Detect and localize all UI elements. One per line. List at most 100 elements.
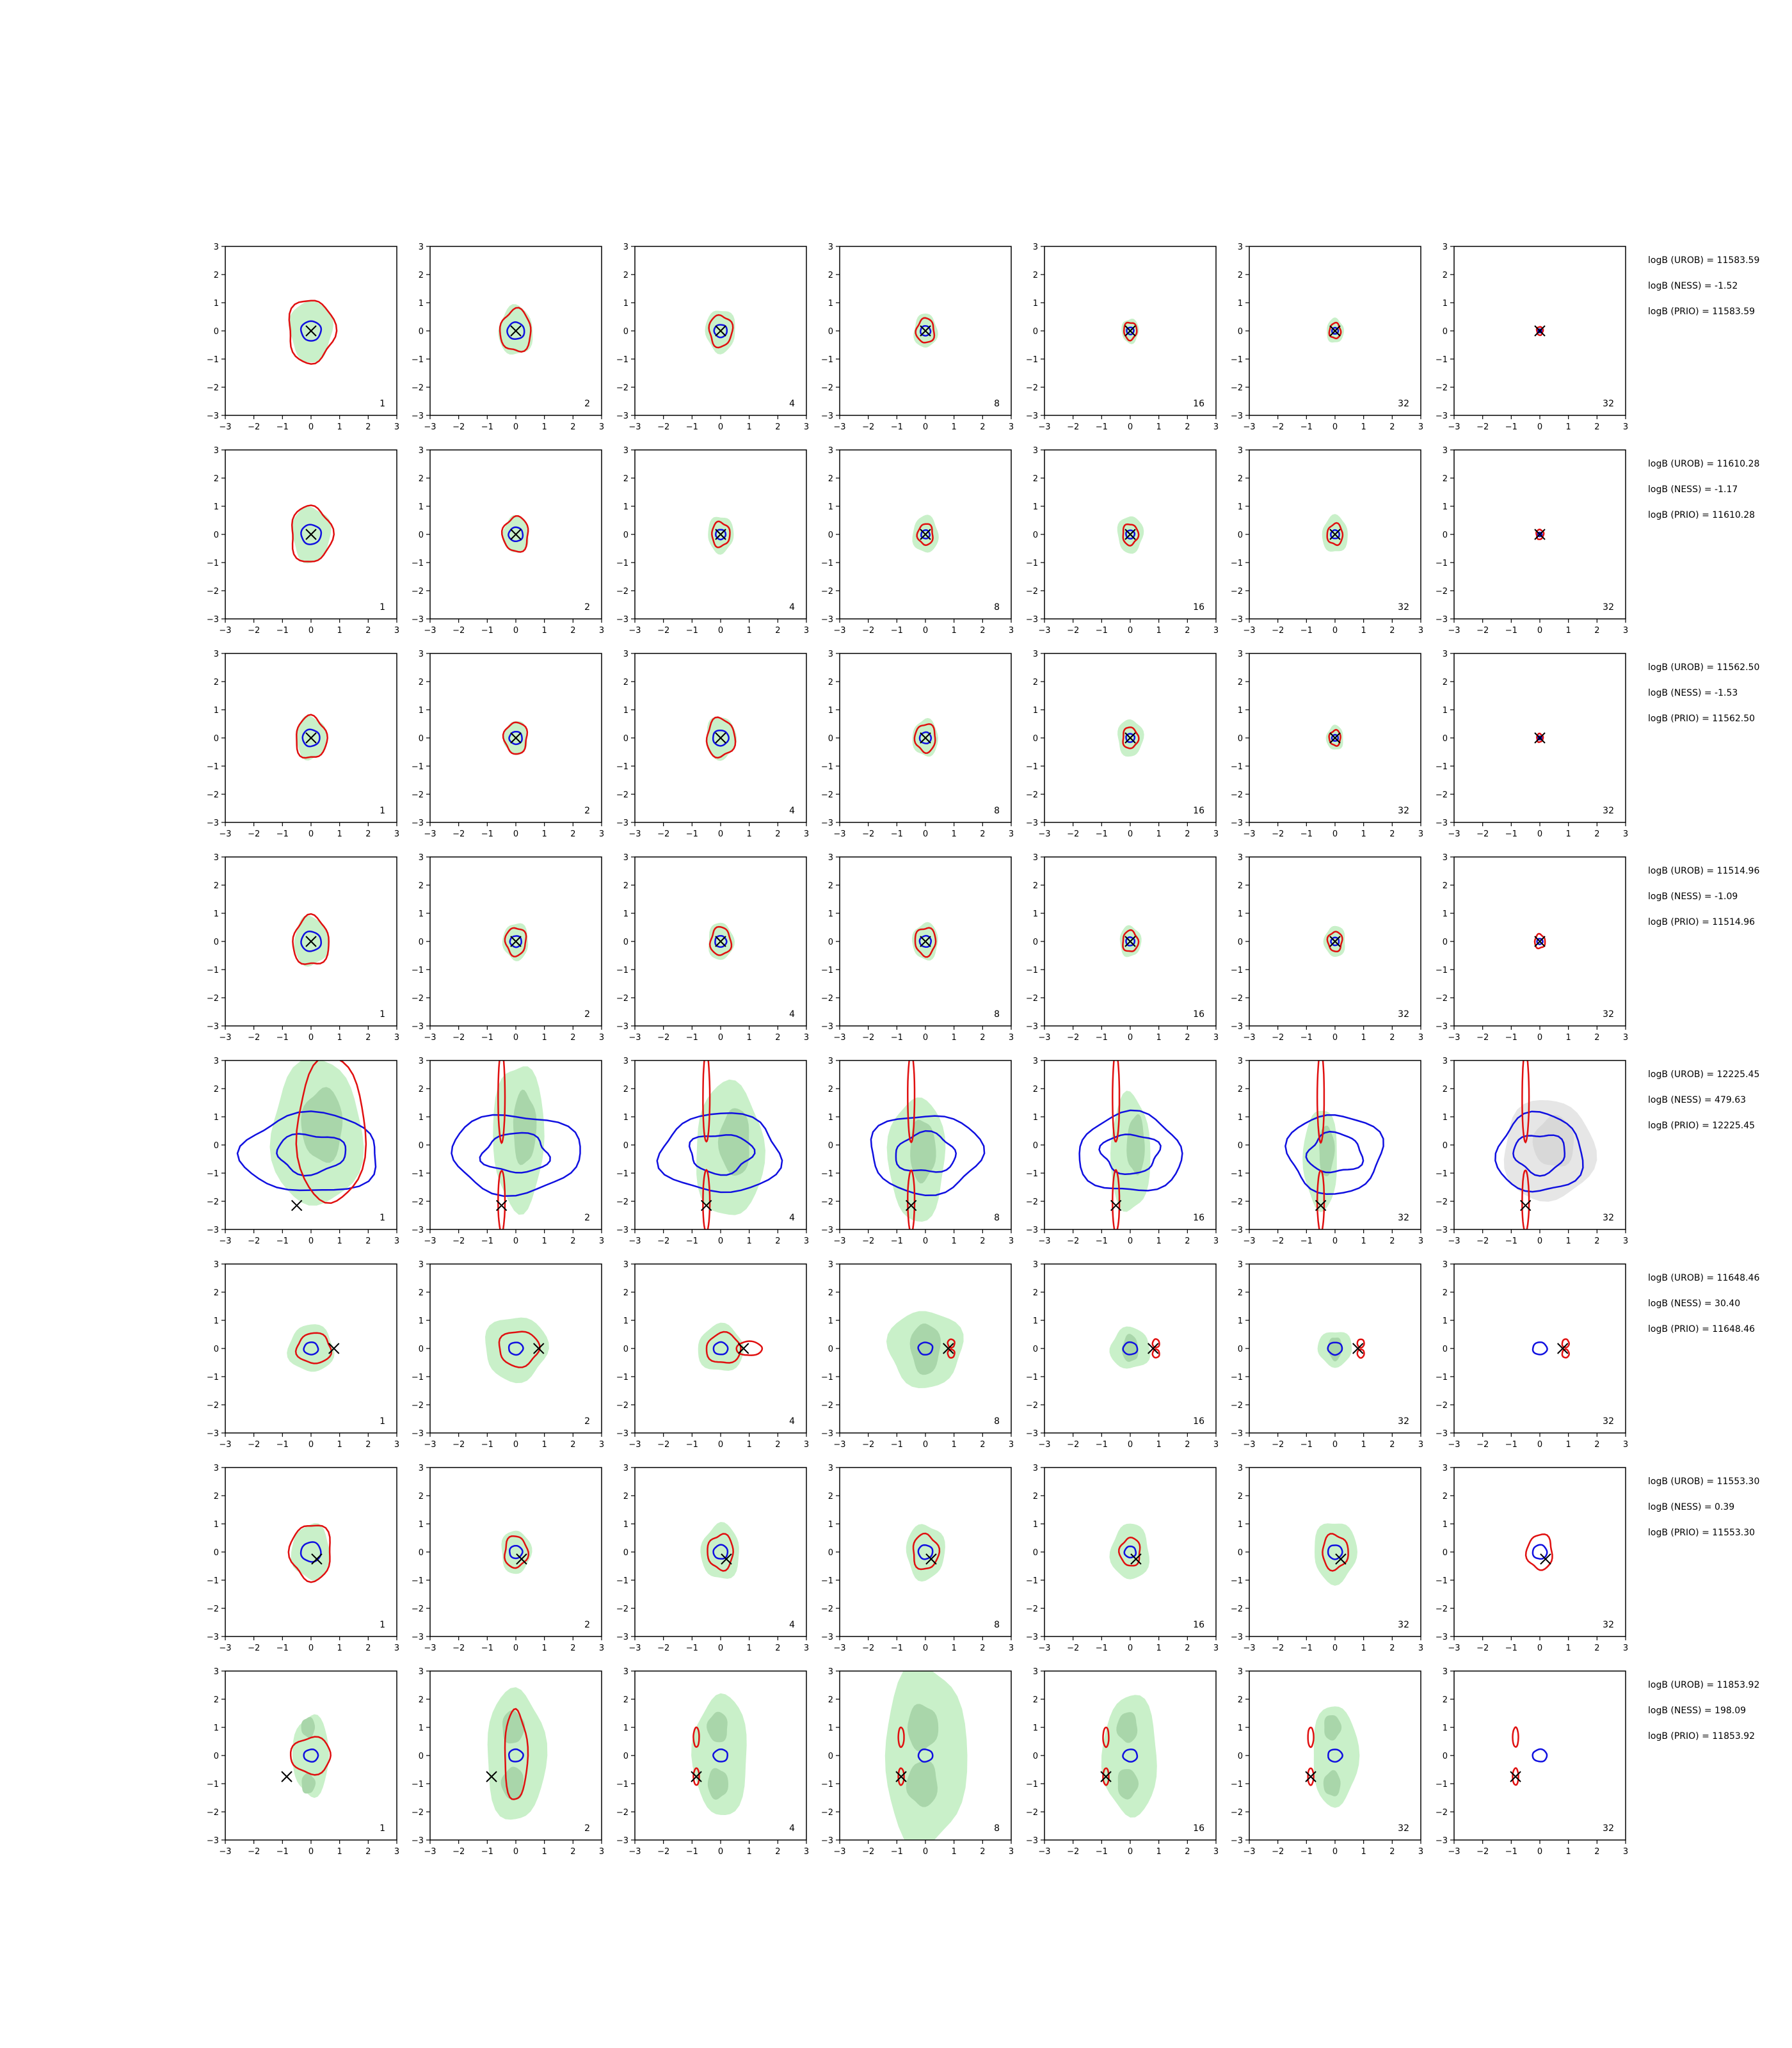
y-tick-label: 2 [419, 678, 424, 687]
y-tick-label: 2 [828, 1695, 833, 1705]
x-tick-label: 2 [570, 1033, 575, 1043]
y-tick-label: 0 [1033, 1752, 1038, 1761]
y-tick-label: 1 [1443, 1724, 1448, 1733]
truth-marker [305, 936, 317, 947]
red-contour [1512, 1767, 1519, 1786]
y-tick-label: 3 [1033, 1464, 1038, 1473]
red-contour [1521, 1060, 1530, 1144]
x-tick-label: −2 [657, 1033, 669, 1043]
x-tick-label: 2 [980, 829, 985, 839]
density-core [707, 1768, 728, 1800]
blue-contour [1327, 1748, 1343, 1763]
y-tick-label: −2 [821, 1401, 833, 1411]
y-tick-label: 1 [1238, 909, 1243, 919]
y-tick-label: 0 [1443, 531, 1448, 540]
y-tick-label: −1 [616, 1780, 628, 1789]
y-tick-label: −1 [821, 762, 833, 772]
x-tick-label: 3 [394, 829, 399, 839]
y-tick-label: 2 [623, 881, 628, 891]
panel-label: 8 [994, 1213, 1000, 1223]
panel-r7-c3: −3 −2 −1 0 1 2 3 3 2 1 0 −1 −2 −3 4 [616, 1464, 809, 1653]
x-tick-label: 1 [747, 1033, 752, 1043]
x-tick-label: 3 [804, 829, 809, 839]
y-tick-label: −2 [1026, 383, 1038, 393]
x-tick-label: −1 [1505, 626, 1517, 636]
y-tick-label: 3 [1238, 1667, 1243, 1677]
y-tick-label: 2 [828, 271, 833, 280]
truth-marker [715, 732, 726, 744]
truth-marker [1329, 325, 1341, 337]
y-tick-label: −1 [1436, 1169, 1448, 1179]
y-tick-label: 0 [828, 1548, 833, 1558]
y-tick-label: 2 [1238, 1085, 1243, 1094]
y-tick-label: 3 [623, 650, 628, 659]
density-core [906, 1761, 938, 1807]
panel-label: 32 [1603, 602, 1614, 612]
y-tick-label: −2 [412, 383, 424, 393]
blue-contour [1532, 1341, 1548, 1356]
x-tick-label: −2 [1067, 829, 1079, 839]
panel-label: 4 [789, 806, 795, 816]
blue-contour [895, 1130, 957, 1173]
stat-text: logB (NESS) = 198.09 [1648, 1706, 1746, 1716]
red-contour [711, 520, 731, 548]
x-tick-label: −1 [1505, 422, 1517, 432]
x-tick-label: 0 [718, 626, 723, 636]
y-tick-label: −1 [207, 1373, 219, 1382]
density-core [1117, 1769, 1139, 1800]
y-tick-label: 2 [1443, 678, 1448, 687]
y-tick-label: −2 [821, 1197, 833, 1207]
y-tick-label: 3 [1033, 446, 1038, 456]
x-tick-label: 0 [1332, 422, 1338, 432]
blue-contour [1125, 529, 1136, 540]
y-tick-label: 3 [1033, 650, 1038, 659]
stat-text: logB (PRIO) = 11562.50 [1648, 714, 1755, 724]
y-tick-label: 3 [1443, 853, 1448, 863]
x-tick-label: 1 [337, 1236, 342, 1246]
y-tick-label: −2 [1231, 587, 1243, 596]
x-tick-label: −1 [1300, 422, 1313, 432]
truth-marker [1534, 529, 1546, 540]
red-contour [1326, 522, 1344, 547]
blue-contour [236, 1110, 377, 1192]
y-tick-label: 1 [1033, 1724, 1038, 1733]
y-tick-label: −3 [616, 1429, 628, 1439]
y-tick-label: −3 [821, 1429, 833, 1439]
x-tick-label: 2 [775, 1236, 780, 1246]
y-tick-label: 3 [1443, 446, 1448, 456]
x-tick-label: −1 [1505, 829, 1517, 839]
x-tick-label: −3 [1038, 1847, 1050, 1857]
y-tick-label: −1 [1436, 1576, 1448, 1586]
x-tick-label: 0 [718, 1440, 723, 1450]
x-tick-label: −3 [628, 829, 641, 839]
y-tick-label: −1 [616, 1169, 628, 1179]
y-tick-label: 0 [828, 938, 833, 947]
x-tick-label: −2 [1067, 1236, 1079, 1246]
y-tick-label: 2 [214, 1288, 219, 1298]
y-tick-label: 3 [419, 243, 424, 252]
x-tick-label: 0 [923, 1847, 928, 1857]
red-contour [291, 504, 335, 563]
x-tick-label: −1 [686, 1236, 698, 1246]
x-tick-label: 0 [718, 422, 723, 432]
x-tick-label: 1 [1566, 1440, 1571, 1450]
x-tick-label: 0 [1537, 1236, 1542, 1246]
x-tick-label: 0 [718, 1033, 723, 1043]
red-contour [1561, 1338, 1570, 1348]
y-tick-label: −2 [207, 1197, 219, 1207]
y-tick-label: −1 [207, 1780, 219, 1789]
x-tick-label: 3 [394, 1236, 399, 1246]
y-tick-label: −3 [821, 819, 833, 828]
y-tick-label: 2 [214, 881, 219, 891]
x-tick-label: 2 [1185, 1644, 1190, 1653]
truth-marker [1534, 936, 1546, 947]
y-tick-label: 0 [623, 1548, 628, 1558]
x-tick-label: 1 [952, 1236, 957, 1246]
x-tick-label: −3 [219, 1033, 231, 1043]
red-contour [907, 1060, 916, 1144]
x-tick-label: −2 [1272, 422, 1284, 432]
y-tick-label: 2 [1033, 1085, 1038, 1094]
panel-label: 4 [789, 1009, 795, 1020]
x-tick-label: 2 [775, 422, 780, 432]
red-contour [1151, 1338, 1160, 1348]
